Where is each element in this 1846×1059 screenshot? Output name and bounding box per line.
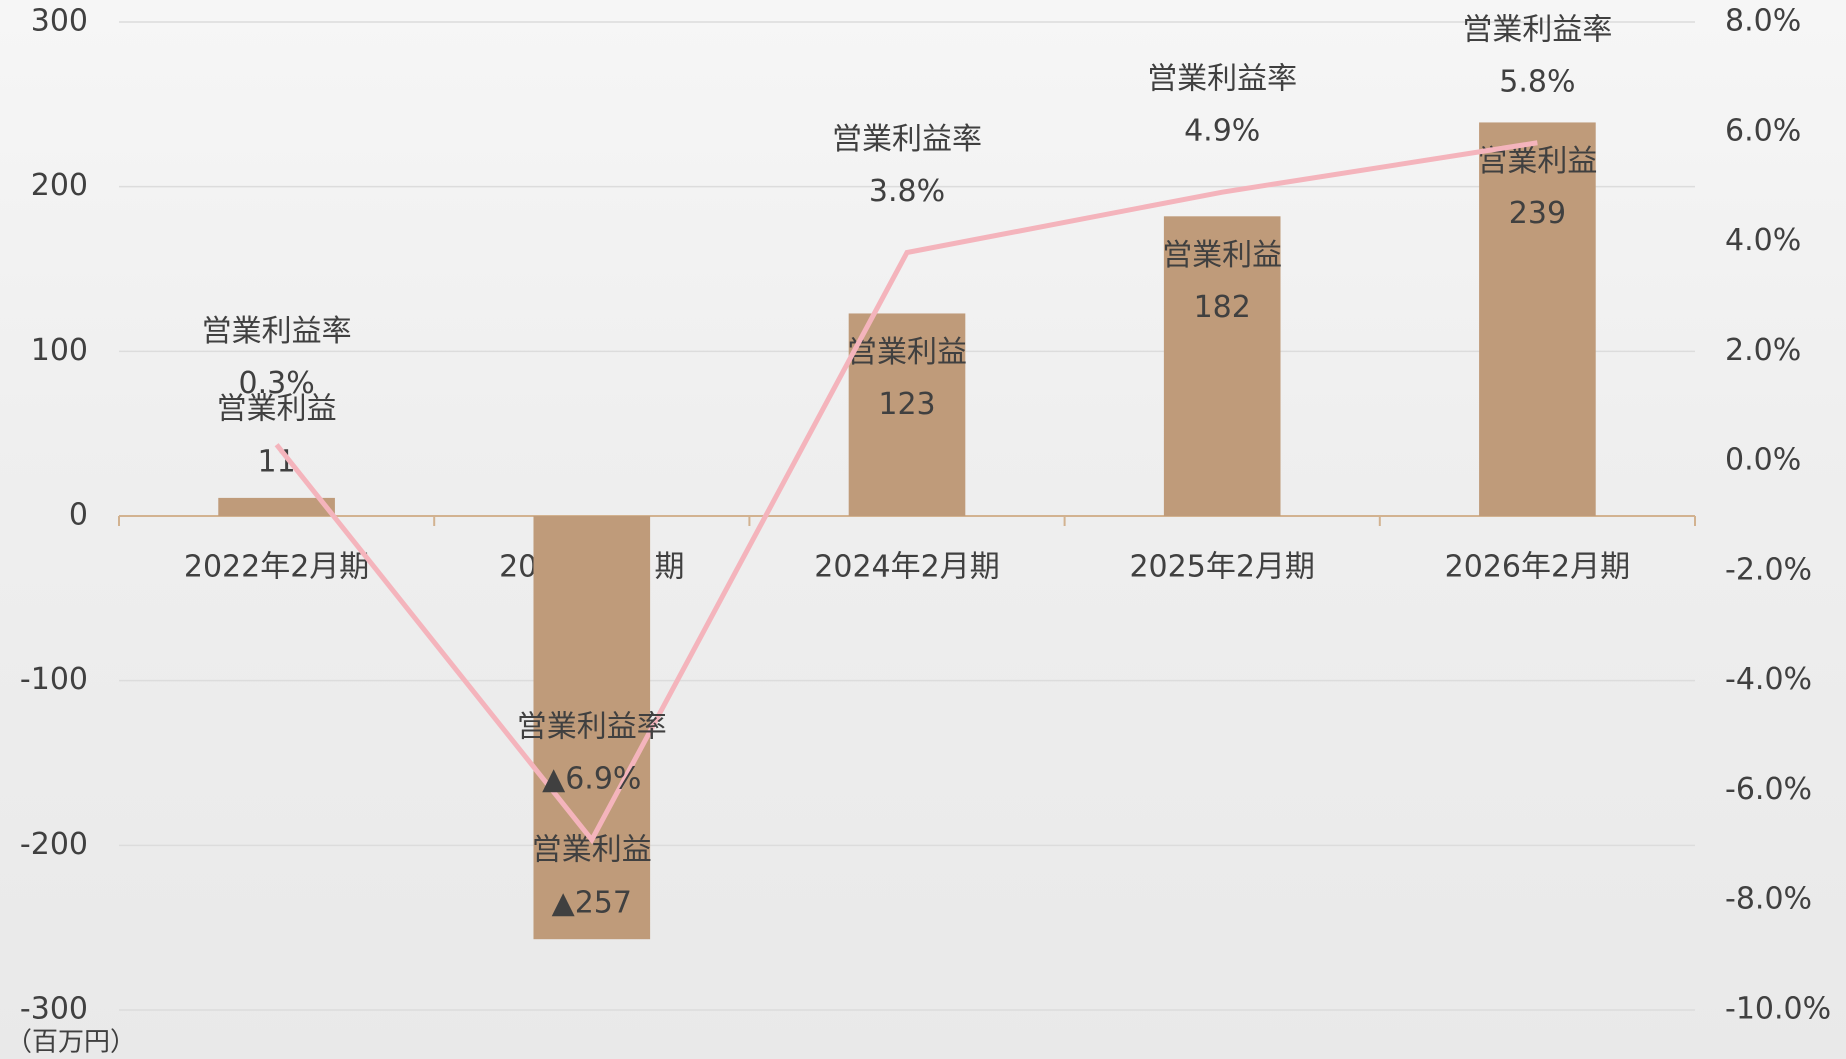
bar-value-label: 123 <box>878 387 935 422</box>
x-tick-label: 2025年2月期 <box>1129 550 1314 585</box>
bar-value-label: ▲257 <box>552 886 632 921</box>
bar-value-label: 239 <box>1509 196 1566 231</box>
x-tick-label: 2026年2月期 <box>1445 550 1630 585</box>
y2-tick-label: -2.0% <box>1725 552 1812 587</box>
bar <box>1479 122 1596 516</box>
y-tick-label: -100 <box>20 662 88 697</box>
x-tick-label: 2024年2月期 <box>814 550 999 585</box>
y-tick-label: 100 <box>31 333 88 368</box>
y2-tick-label: -8.0% <box>1725 882 1812 917</box>
line-value-label: ▲6.9% <box>542 761 641 796</box>
line-value-label: 3.8% <box>869 174 945 209</box>
line-label-name: 営業利益率 <box>1147 62 1297 97</box>
unit-label: （百万円） <box>6 1028 136 1058</box>
y2-tick-label: 8.0% <box>1725 4 1801 39</box>
y-tick-label: 0 <box>69 498 88 533</box>
line-value-label: 5.8% <box>1499 64 1575 99</box>
bar-label-name: 営業利益 <box>847 335 967 370</box>
y2-tick-label: -4.0% <box>1725 662 1812 697</box>
line-value-label: 0.3% <box>238 366 314 401</box>
bar-label-name: 営業利益 <box>1162 238 1282 273</box>
y-tick-label: 300 <box>31 4 88 39</box>
y2-tick-label: 6.0% <box>1725 113 1801 148</box>
y2-tick-label: 4.0% <box>1725 223 1801 258</box>
bar-value-label: 182 <box>1194 290 1251 325</box>
y2-tick-label: -10.0% <box>1725 992 1831 1027</box>
y-tick-label: 200 <box>31 168 88 203</box>
bar <box>218 498 335 516</box>
page: （百万円） 300 200 100 0 -100 -200 -300 8.0% 6.0% 4.0%… <box>0 0 1846 1059</box>
line-label-name: 営業利益率 <box>202 314 352 349</box>
y2-tick-label: 2.0% <box>1725 333 1801 368</box>
line-label-name: 営業利益率 <box>1462 12 1612 47</box>
y2-tick-label: 0.0% <box>1725 443 1801 478</box>
y2-tick-label: -6.0% <box>1725 772 1812 807</box>
y-tick-label: -200 <box>20 827 88 862</box>
line-value-label: 4.9% <box>1184 114 1260 149</box>
x-tick-label: 2022年2月期 <box>184 550 369 585</box>
line-label-name: 営業利益率 <box>517 709 667 744</box>
line-label-name: 営業利益率 <box>832 122 982 157</box>
y-tick-label: -300 <box>20 992 88 1027</box>
chart: （百万円） 300 200 100 0 -100 -200 -300 8.0% 6.0% 4.0%… <box>0 0 1846 1059</box>
